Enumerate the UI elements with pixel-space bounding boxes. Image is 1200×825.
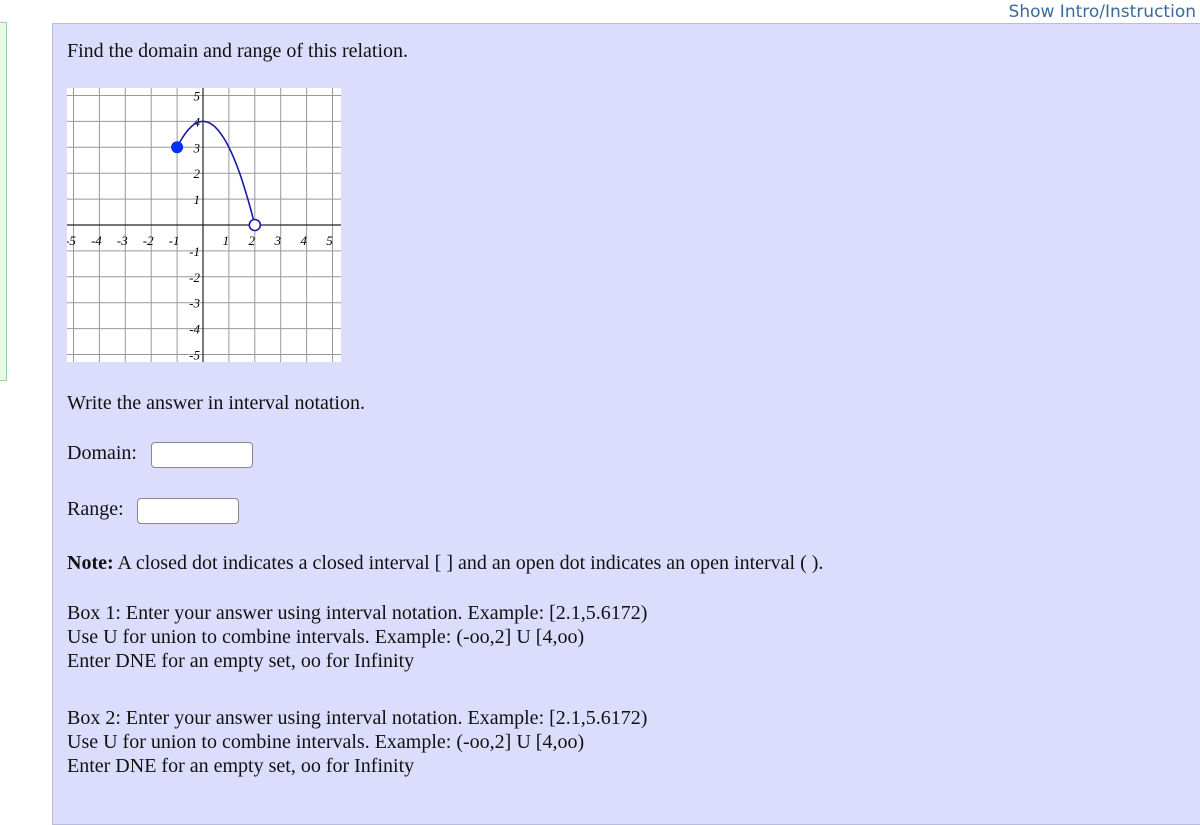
x-tick-label: -1: [169, 233, 180, 248]
x-tick-label: -4: [91, 233, 102, 248]
x-tick-label: 5: [326, 233, 333, 248]
y-tick-label: -3: [189, 296, 200, 311]
y-tick-label: -4: [189, 322, 200, 337]
y-tick-label: 5: [194, 89, 201, 104]
range-input[interactable]: [137, 498, 239, 524]
note-text: Note: A closed dot indicates a closed in…: [67, 552, 824, 574]
x-tick-label: -2: [143, 233, 154, 248]
y-tick-label: 1: [194, 192, 201, 207]
range-label: Range:: [67, 498, 124, 520]
box2-help: Box 2: Enter your answer using interval …: [67, 707, 648, 777]
x-tick-label: -3: [117, 233, 128, 248]
domain-label: Domain:: [67, 442, 137, 464]
side-panel: [0, 22, 7, 381]
y-tick-label: -1: [189, 244, 200, 259]
open-dot: [248, 218, 262, 232]
y-tick-label: -2: [189, 270, 200, 285]
box1-help: Box 1: Enter your answer using interval …: [67, 602, 648, 672]
y-tick-label: 3: [193, 140, 201, 155]
x-tick-label: 4: [300, 233, 307, 248]
closed-dot: [171, 141, 184, 154]
y-tick-label: 2: [194, 166, 201, 181]
relation-curve: [176, 120, 256, 226]
x-tick-label: 2: [249, 233, 256, 248]
domain-input[interactable]: [151, 442, 253, 468]
x-tick-label: 1: [223, 233, 230, 248]
y-tick-label: -5: [189, 348, 200, 363]
x-tick-label: 3: [273, 233, 281, 248]
x-tick-label: -5: [67, 233, 76, 248]
instruction-text: Write the answer in interval notation.: [67, 392, 365, 414]
question-prompt: Find the domain and range of this relati…: [67, 40, 409, 62]
question-panel: Find the domain and range of this relati…: [52, 23, 1200, 825]
show-intro-link[interactable]: Show Intro/Instruction: [1008, 2, 1196, 22]
